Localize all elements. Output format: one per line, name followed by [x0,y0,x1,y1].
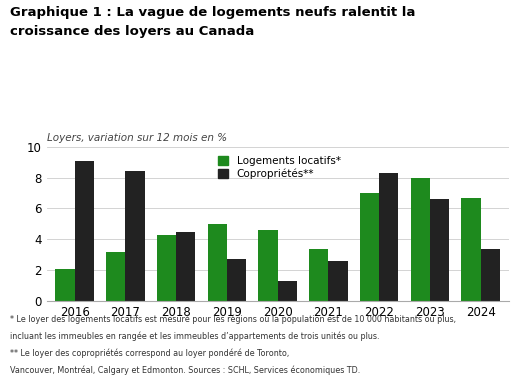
Text: Loyers, variation sur 12 mois en %: Loyers, variation sur 12 mois en % [47,133,227,143]
Bar [258,230,278,301]
Legend: Logements locatifs*, Copropriétés**: Logements locatifs*, Copropriétés** [214,152,345,183]
Bar [309,249,329,301]
Text: croissance des loyers au Canada: croissance des loyers au Canada [10,25,255,38]
Bar [430,199,449,301]
Bar [157,235,176,301]
Bar [461,198,481,301]
Bar [360,193,379,301]
Bar [208,224,227,301]
Bar [126,171,145,301]
Bar [481,249,500,301]
Bar [176,232,196,301]
Bar [106,252,126,301]
Bar [75,161,94,301]
Bar [278,281,297,301]
Text: Graphique 1 : La vague de logements neufs ralentit la: Graphique 1 : La vague de logements neuf… [10,6,416,19]
Bar [411,178,430,301]
Bar [227,259,246,301]
Bar [56,269,75,301]
Text: Vancouver, Montréal, Calgary et Edmonton. Sources : SCHL, Services économiques T: Vancouver, Montréal, Calgary et Edmonton… [10,366,361,375]
Text: incluant les immeubles en rangée et les immeubles d’appartements de trois unités: incluant les immeubles en rangée et les … [10,332,380,341]
Text: ** Le loyer des copropriétés correspond au loyer pondéré de Toronto,: ** Le loyer des copropriétés correspond … [10,349,290,358]
Text: * Le loyer des logements locatifs est mesuré pour les régions où la population e: * Le loyer des logements locatifs est me… [10,315,456,324]
Bar [329,261,348,301]
Bar [379,173,399,301]
